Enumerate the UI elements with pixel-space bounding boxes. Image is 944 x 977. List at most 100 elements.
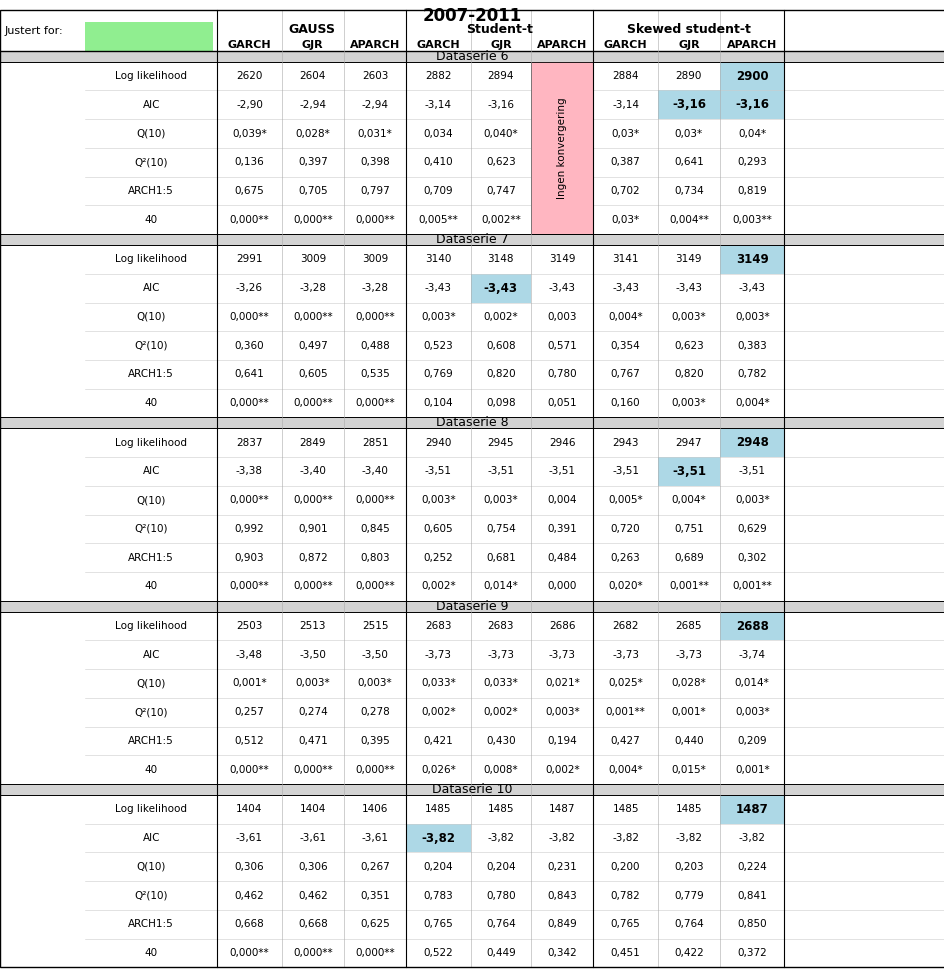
Text: 0,302: 0,302 bbox=[736, 553, 767, 563]
Text: 0,224: 0,224 bbox=[736, 862, 767, 871]
Text: 0,488: 0,488 bbox=[360, 341, 390, 351]
Bar bbox=[531, 62, 593, 234]
Text: 0,263: 0,263 bbox=[610, 553, 640, 563]
Text: -3,16: -3,16 bbox=[487, 100, 514, 109]
Text: Log likelihood: Log likelihood bbox=[115, 438, 187, 447]
Text: 0,342: 0,342 bbox=[547, 948, 577, 957]
Text: 2884: 2884 bbox=[612, 71, 638, 81]
Text: 0,641: 0,641 bbox=[673, 157, 703, 167]
Text: -3,50: -3,50 bbox=[362, 650, 388, 659]
Text: 0,003*: 0,003* bbox=[734, 495, 768, 505]
Text: 0,034: 0,034 bbox=[423, 129, 453, 139]
Text: -3,50: -3,50 bbox=[299, 650, 326, 659]
Bar bbox=[531, 177, 593, 205]
Text: 2515: 2515 bbox=[362, 621, 388, 631]
Text: 0,278: 0,278 bbox=[360, 707, 390, 717]
Text: 0,003*: 0,003* bbox=[734, 707, 768, 717]
Text: Justert for:: Justert for: bbox=[5, 25, 63, 36]
Text: 0,104: 0,104 bbox=[423, 398, 453, 408]
Text: 2991: 2991 bbox=[236, 254, 262, 265]
Text: Q²(10): Q²(10) bbox=[134, 341, 168, 351]
Text: -3,82: -3,82 bbox=[487, 833, 514, 843]
Text: 2513: 2513 bbox=[299, 621, 326, 631]
Text: 3149: 3149 bbox=[675, 254, 701, 265]
Text: 0,136: 0,136 bbox=[234, 157, 264, 167]
Text: 0,209: 0,209 bbox=[736, 736, 767, 745]
Text: -3,51: -3,51 bbox=[612, 466, 638, 477]
Text: GJR: GJR bbox=[302, 40, 323, 50]
Text: 0,033*: 0,033* bbox=[421, 678, 455, 689]
Text: 0,231: 0,231 bbox=[547, 862, 577, 871]
Text: -3,51: -3,51 bbox=[425, 466, 451, 477]
Text: 0,000**: 0,000** bbox=[355, 581, 395, 591]
Text: Log likelihood: Log likelihood bbox=[115, 254, 187, 265]
Text: 0,002*: 0,002* bbox=[483, 707, 517, 717]
Text: -3,43: -3,43 bbox=[483, 281, 517, 295]
Text: 0,641: 0,641 bbox=[234, 369, 264, 379]
Text: 0,780: 0,780 bbox=[547, 369, 577, 379]
Text: -3,48: -3,48 bbox=[236, 650, 262, 659]
Text: 0,484: 0,484 bbox=[547, 553, 577, 563]
Text: -3,73: -3,73 bbox=[675, 650, 701, 659]
Text: 1404: 1404 bbox=[299, 804, 326, 815]
Text: 0,608: 0,608 bbox=[485, 341, 515, 351]
Text: 0,410: 0,410 bbox=[423, 157, 453, 167]
Text: -3,82: -3,82 bbox=[738, 833, 765, 843]
Text: Log likelihood: Log likelihood bbox=[115, 804, 187, 815]
Text: 0,462: 0,462 bbox=[297, 890, 328, 901]
Text: 0,005**: 0,005** bbox=[418, 215, 458, 225]
Text: -3,51: -3,51 bbox=[738, 466, 765, 477]
Text: 0,252: 0,252 bbox=[423, 553, 453, 563]
Text: Ingen konvergering: Ingen konvergering bbox=[557, 97, 566, 198]
Bar bbox=[719, 795, 784, 824]
Text: -3,51: -3,51 bbox=[671, 465, 705, 478]
Text: -3,14: -3,14 bbox=[425, 100, 451, 109]
Text: 0,000**: 0,000** bbox=[355, 948, 395, 957]
Text: 0,000**: 0,000** bbox=[293, 312, 332, 321]
Text: 40: 40 bbox=[144, 398, 158, 408]
Text: 0,605: 0,605 bbox=[297, 369, 328, 379]
Text: 0,293: 0,293 bbox=[736, 157, 767, 167]
Text: 0,000**: 0,000** bbox=[293, 765, 332, 775]
Text: 0,764: 0,764 bbox=[485, 919, 515, 929]
Text: 0,003*: 0,003* bbox=[671, 312, 705, 321]
Text: 0,001**: 0,001** bbox=[605, 707, 645, 717]
Text: 0,204: 0,204 bbox=[423, 862, 453, 871]
Text: 0,571: 0,571 bbox=[547, 341, 577, 351]
Text: 0,002*: 0,002* bbox=[421, 581, 455, 591]
Text: 0,709: 0,709 bbox=[423, 186, 453, 196]
Text: 0,000**: 0,000** bbox=[355, 398, 395, 408]
Text: 0,194: 0,194 bbox=[547, 736, 577, 745]
Text: 2604: 2604 bbox=[299, 71, 326, 81]
Text: 0,843: 0,843 bbox=[547, 890, 577, 901]
Text: 0,705: 0,705 bbox=[297, 186, 328, 196]
Text: 0,002*: 0,002* bbox=[545, 765, 579, 775]
Text: -3,73: -3,73 bbox=[548, 650, 575, 659]
Text: 0,845: 0,845 bbox=[360, 524, 390, 533]
Text: 1485: 1485 bbox=[487, 804, 514, 815]
Text: 0,471: 0,471 bbox=[297, 736, 328, 745]
Text: 0,000**: 0,000** bbox=[293, 495, 332, 505]
Text: 40: 40 bbox=[144, 215, 158, 225]
Text: 0,782: 0,782 bbox=[610, 890, 640, 901]
Text: 0,306: 0,306 bbox=[234, 862, 264, 871]
Text: 0,668: 0,668 bbox=[234, 919, 264, 929]
Text: APARCH: APARCH bbox=[349, 40, 400, 50]
Text: 3140: 3140 bbox=[425, 254, 451, 265]
Text: 1485: 1485 bbox=[425, 804, 451, 815]
Text: GJR: GJR bbox=[678, 40, 699, 50]
Text: 0,497: 0,497 bbox=[297, 341, 328, 351]
Text: 0,04*: 0,04* bbox=[737, 129, 766, 139]
Text: 0,764: 0,764 bbox=[673, 919, 703, 929]
Text: 0,754: 0,754 bbox=[485, 524, 515, 533]
Text: 0,797: 0,797 bbox=[360, 186, 390, 196]
Text: 1406: 1406 bbox=[362, 804, 388, 815]
Text: 0,903: 0,903 bbox=[234, 553, 264, 563]
Text: 0,098: 0,098 bbox=[485, 398, 515, 408]
Text: 3148: 3148 bbox=[487, 254, 514, 265]
Text: 0,026*: 0,026* bbox=[421, 765, 455, 775]
Bar bbox=[531, 91, 593, 119]
Text: 2948: 2948 bbox=[735, 437, 767, 449]
Text: 0,200: 0,200 bbox=[610, 862, 640, 871]
Text: 0,000**: 0,000** bbox=[355, 765, 395, 775]
